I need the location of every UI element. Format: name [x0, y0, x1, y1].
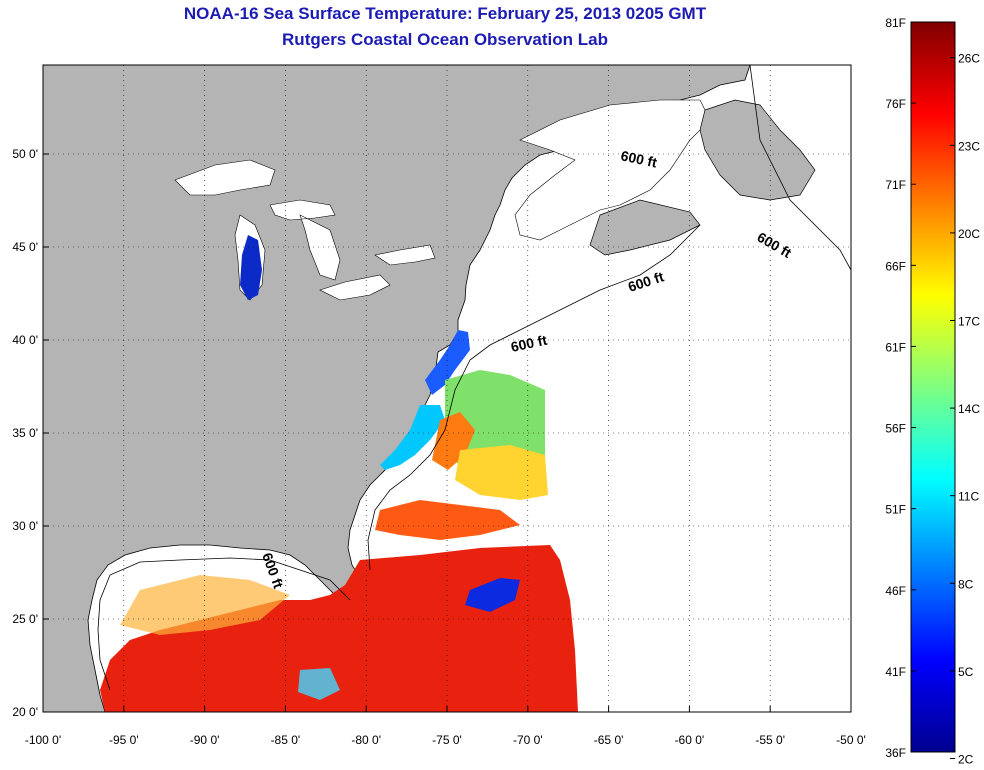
newfoundland — [699, 99, 816, 201]
colorbar-f-label: 56F — [885, 422, 906, 436]
colorbar-c-label: 2C — [958, 752, 974, 766]
map-title: NOAA-16 Sea Surface Temperature: Februar… — [183, 4, 707, 23]
colorbar-fahrenheit-labels: 81F 76F 71F 66F 61F 56F 51F 46F 41F 36F — [885, 16, 916, 760]
colorbar-f-label: 81F — [885, 16, 906, 30]
colorbar — [910, 21, 956, 753]
lake-michigan-sst — [240, 235, 262, 300]
st-lawrence-water — [514, 99, 711, 241]
sst-caribbean-patch — [298, 668, 340, 700]
colorbar-f-label: 51F — [885, 503, 906, 517]
colorbar-f-label: 76F — [885, 97, 906, 111]
lon-tick-label: -75 0' — [432, 733, 462, 747]
lat-tick-label: 40 0' — [12, 333, 38, 347]
sst-south-warm — [100, 545, 578, 712]
lon-tick-label: -70 0' — [513, 733, 543, 747]
latitude-axis: 50 0' 45 0' 40 0' 35 0' 30 0' 25 0' 20 0' — [12, 147, 49, 719]
colorbar-c-label: 23C — [958, 139, 980, 153]
colorbar-c-label: 26C — [958, 52, 980, 66]
map-subtitle: Rutgers Coastal Ocean Observation Lab — [282, 30, 608, 49]
colorbar-f-label: 41F — [885, 665, 906, 679]
lat-tick-label: 20 0' — [12, 705, 38, 719]
colorbar-c-label: 11C — [958, 490, 979, 504]
lat-tick-label: 50 0' — [12, 147, 38, 161]
colorbar-celsius-labels: 26C 23C 20C 17C 14C 11C 8C 5C 2C — [950, 52, 980, 766]
map-area: 600 ft 600 ft 600 ft 600 ft 600 ft — [43, 65, 851, 712]
colorbar-c-label: 14C — [958, 402, 980, 416]
contour-label: 600 ft — [509, 332, 548, 355]
lon-tick-label: -60 0' — [675, 733, 705, 747]
colorbar-f-label: 36F — [885, 746, 906, 760]
lon-tick-label: -55 0' — [755, 733, 785, 747]
sst-gulf-mottled — [120, 575, 290, 635]
lon-tick-label: -50 0' — [836, 733, 866, 747]
sst-south-bands — [375, 500, 520, 540]
sst-cold-eddy — [465, 578, 520, 612]
lat-tick-label: 25 0' — [12, 612, 38, 626]
great-lakes — [174, 159, 436, 301]
sst-mid-patch — [455, 445, 548, 500]
contour-label: 600 ft — [619, 147, 658, 170]
colorbar-f-label: 61F — [885, 340, 906, 354]
lat-tick-label: 35 0' — [12, 426, 38, 440]
longitude-axis: -100 0' -95 0' -90 0' -85 0' -80 0' -75 0' -70… — [25, 706, 866, 747]
sst-cape-hatteras — [380, 405, 445, 470]
colorbar-f-label: 71F — [885, 178, 906, 192]
lat-tick-label: 30 0' — [12, 519, 38, 533]
lon-tick-label: -90 0' — [190, 733, 220, 747]
sst-shelf-cold — [425, 330, 470, 395]
colorbar-c-label: 17C — [958, 314, 980, 328]
lat-tick-label: 45 0' — [12, 240, 38, 254]
lon-tick-label: -80 0' — [351, 733, 381, 747]
bathymetry-contour-600ft — [97, 65, 851, 691]
colorbar-f-label: 46F — [885, 584, 906, 598]
lon-tick-label: -85 0' — [271, 733, 301, 747]
nova-scotia — [589, 199, 701, 256]
colorbar-c-label: 5C — [958, 665, 974, 679]
lon-tick-label: -100 0' — [25, 733, 61, 747]
colorbar-c-label: 20C — [958, 227, 980, 241]
colorbar-c-label: 8C — [958, 577, 974, 591]
lon-tick-label: -65 0' — [594, 733, 624, 747]
colorbar-f-label: 66F — [885, 259, 906, 273]
lon-tick-label: -95 0' — [109, 733, 139, 747]
